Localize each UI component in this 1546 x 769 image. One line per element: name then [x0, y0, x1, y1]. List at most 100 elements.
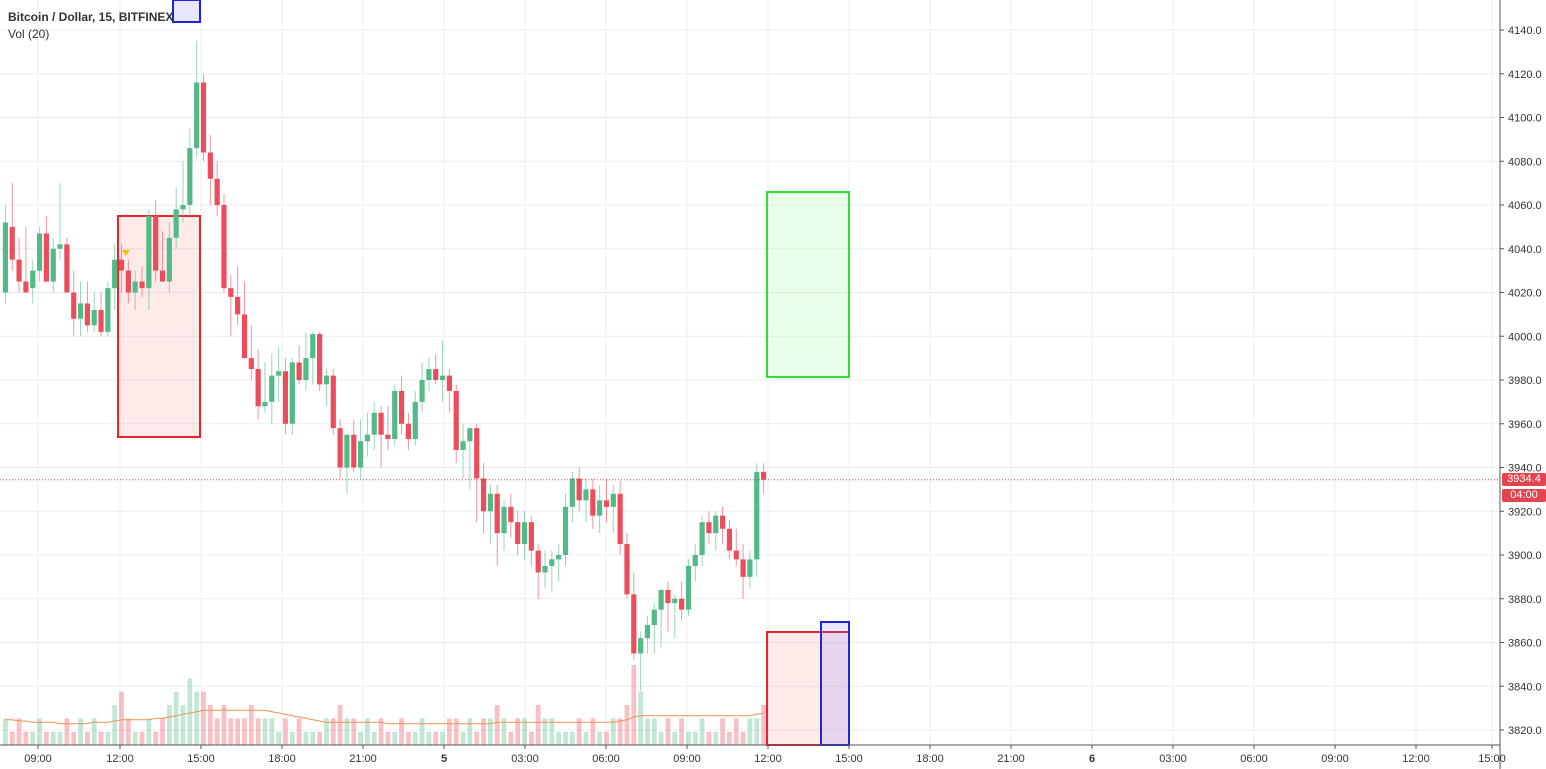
- annotation-box-green[interactable]: [766, 191, 850, 378]
- volume-bar: [378, 718, 384, 745]
- time-tick-label: 15:00: [187, 753, 215, 765]
- annotations[interactable]: [117, 0, 850, 746]
- candle-body: [351, 434, 357, 468]
- annotation-box-red[interactable]: [766, 631, 850, 746]
- candle-body: [603, 500, 610, 507]
- candle-body: [214, 178, 220, 205]
- candle-body: [91, 310, 97, 326]
- volume-bar: [501, 718, 507, 745]
- candle-body: [453, 390, 459, 450]
- candle-body: [624, 544, 630, 595]
- volume-bar: [419, 718, 425, 745]
- candle-body: [679, 598, 685, 610]
- candle-body: [282, 371, 289, 424]
- volume-bar: [542, 718, 548, 745]
- price-tick-label: 3820.0: [1508, 725, 1542, 737]
- candle-body: [610, 493, 616, 507]
- candle-body: [487, 493, 493, 512]
- time-tick-label: 09:00: [673, 753, 701, 765]
- candle-body: [740, 559, 746, 577]
- candle-body: [248, 358, 254, 370]
- volume-bar: [651, 718, 657, 745]
- price-tick-label: 3920.0: [1508, 506, 1542, 518]
- volume-bar: [528, 731, 534, 745]
- candle-body: [528, 522, 534, 551]
- annotation-box-red[interactable]: [117, 215, 201, 438]
- candle-body: [617, 493, 623, 545]
- volume-bar: [187, 678, 193, 745]
- candle-body: [112, 259, 118, 289]
- time-tick-label: 15:00: [1478, 753, 1506, 765]
- volume-bar: [23, 731, 29, 745]
- volume-bar: [392, 731, 398, 745]
- candle-body: [474, 428, 480, 479]
- grid: [0, 0, 1500, 745]
- volume-bar: [207, 705, 213, 745]
- volume-bar: [105, 731, 111, 745]
- volume-bar: [255, 718, 261, 745]
- candle-body: [590, 489, 596, 516]
- candle-body: [515, 522, 521, 545]
- candle-body: [542, 565, 548, 573]
- volume-bar: [201, 691, 206, 745]
- time-tick-label: 21:00: [349, 753, 377, 765]
- candle-body: [57, 244, 63, 249]
- volume-bar: [173, 691, 179, 745]
- annotation-box-blue[interactable]: [820, 621, 850, 746]
- candle-body: [330, 375, 336, 429]
- candle-body: [173, 209, 179, 238]
- candle-body: [398, 390, 405, 424]
- volume-bar: [658, 731, 664, 745]
- time-tick-label: 18:00: [916, 753, 944, 765]
- candle-body: [644, 625, 651, 639]
- volume-bar: [358, 731, 363, 745]
- volume-bar: [508, 731, 514, 745]
- volume-bar: [248, 705, 254, 745]
- volume-bar: [569, 731, 575, 745]
- volume-bar: [446, 718, 452, 745]
- price-tick-label: 3900.0: [1508, 550, 1542, 562]
- volume-bar: [371, 731, 377, 745]
- volume-bar: [624, 705, 630, 745]
- candle-body: [535, 550, 541, 573]
- price-tick-label: 3860.0: [1508, 638, 1542, 650]
- volume-bar: [64, 718, 70, 745]
- volume-bar: [686, 731, 691, 745]
- candle-body: [207, 152, 213, 179]
- candle-body: [480, 478, 487, 512]
- volume-bar: [494, 705, 500, 745]
- candle-body: [706, 522, 712, 534]
- candle-body: [77, 303, 84, 319]
- volume-bar: [119, 691, 124, 745]
- volume-bar: [146, 718, 152, 745]
- candle-body: [139, 281, 145, 289]
- volume-bar: [160, 718, 165, 745]
- volume-bar: [37, 718, 42, 745]
- time-tick-label: 03:00: [511, 753, 539, 765]
- candle-body: [276, 371, 282, 376]
- volume-bar: [399, 718, 404, 745]
- candle-body: [405, 423, 412, 440]
- volume-indicator-label: Vol (20): [8, 27, 50, 41]
- volume-bar: [262, 718, 268, 745]
- candle-body: [501, 506, 507, 534]
- volume-bar: [337, 705, 343, 745]
- candle-body: [289, 362, 295, 424]
- volume-bar: [727, 731, 732, 745]
- volume-bar: [289, 731, 295, 745]
- symbol-title: Bitcoin / Dollar, 15, BITFINEX: [8, 10, 174, 24]
- candle-body: [255, 369, 261, 407]
- volume-bar: [44, 731, 49, 745]
- candle-body: [23, 281, 29, 293]
- candle-body: [549, 559, 555, 566]
- volume-bar: [692, 731, 698, 745]
- candle-body: [180, 205, 186, 210]
- volume-bar: [535, 705, 541, 745]
- candle-body: [713, 515, 719, 534]
- candle-body: [153, 215, 159, 271]
- volume-bar: [713, 731, 719, 745]
- annotation-box-blue[interactable]: [172, 0, 201, 23]
- volume-bar: [515, 718, 521, 745]
